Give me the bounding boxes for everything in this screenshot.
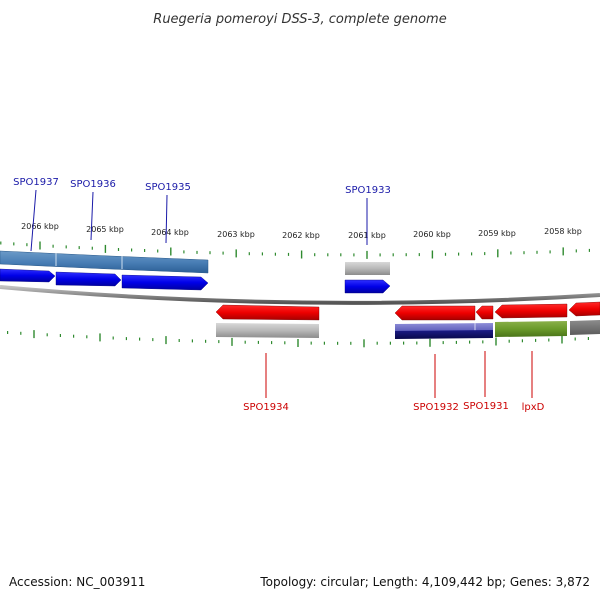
gene-arrow-lpxd[interactable]: [494, 303, 568, 319]
reverse-feature-navy[interactable]: [395, 330, 493, 339]
gene-label-spo1931[interactable]: SPO1931: [463, 401, 509, 412]
scale-label-2059kbp: 2059 kbp: [478, 229, 516, 238]
forward-feature-grey[interactable]: [345, 262, 390, 275]
scale-label-2066kbp: 2066 kbp: [21, 222, 59, 231]
gene-label-spo1936[interactable]: SPO1936: [70, 179, 116, 190]
label-leader-spo1935: [165, 194, 168, 244]
reverse-feature-grey[interactable]: [216, 323, 319, 338]
scale-label-2063kbp: 2063 kbp: [217, 230, 255, 239]
reverse-feature-dark-grey[interactable]: [570, 320, 600, 335]
gene-arrow-spo1935[interactable]: [121, 274, 209, 291]
gene-label-lpxd[interactable]: lpxD: [522, 402, 545, 413]
gene-arrow-spo1934[interactable]: [215, 304, 320, 321]
gene-arrow-spo1933[interactable]: [344, 279, 391, 294]
gene-arrow-spo1936[interactable]: [55, 271, 122, 287]
label-leader-spo1937: [30, 189, 37, 252]
gene-arrow-partial[interactable]: [568, 301, 600, 317]
label-leader-spo1936: [90, 191, 94, 241]
genome-summary-label: Topology: circular; Length: 4,109,442 bp…: [259, 575, 590, 589]
gene-arrow-spo1937[interactable]: [0, 268, 56, 283]
gene-label-spo1934[interactable]: SPO1934: [243, 402, 289, 413]
scale-label-2060kbp: 2060 kbp: [413, 230, 451, 239]
genome-backbone: [0, 285, 600, 305]
gene-label-spo1932[interactable]: SPO1932: [413, 402, 459, 413]
reverse-feature-purple[interactable]: [395, 323, 493, 332]
gene-arrow-spo1932[interactable]: [394, 305, 476, 321]
lower-tick-ruler: [6, 330, 590, 348]
gene-label-spo1933[interactable]: SPO1933: [345, 185, 391, 196]
accession-label: Accession: NC_003911: [9, 575, 145, 589]
upper-tick-ruler: [0, 241, 591, 259]
scale-label-2065kbp: 2065 kbp: [86, 225, 124, 234]
scale-label-2064kbp: 2064 kbp: [151, 228, 189, 237]
gene-arrow-spo1931[interactable]: [475, 305, 494, 320]
gene-label-spo1935[interactable]: SPO1935: [145, 182, 191, 193]
reverse-feature-green[interactable]: [495, 321, 567, 337]
map-title: Ruegeria pomeroyi DSS-3, complete genome: [153, 12, 446, 27]
scale-label-2062kbp: 2062 kbp: [282, 231, 320, 240]
forward-feature-band[interactable]: [0, 250, 209, 274]
gene-label-spo1937[interactable]: SPO1937: [13, 177, 59, 188]
scale-label-2058kbp: 2058 kbp: [544, 227, 582, 236]
